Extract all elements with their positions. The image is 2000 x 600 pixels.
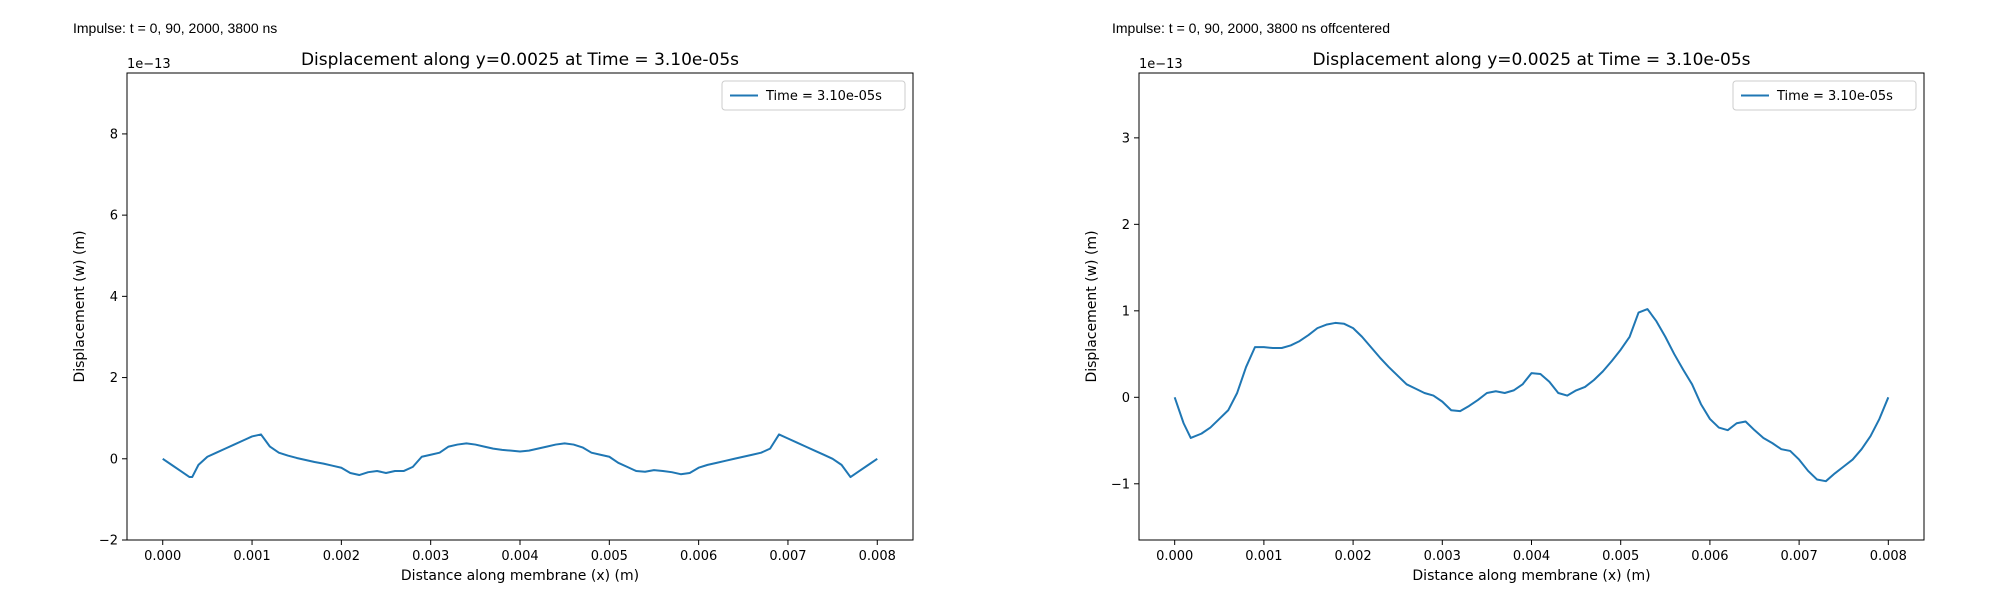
y-axis-label: Displacement (w) (m): [72, 230, 88, 382]
legend-box: [721, 80, 906, 111]
y-tick-label: −2: [99, 534, 118, 549]
y-tick-label: 4: [110, 290, 118, 305]
x-tick-label: 0.008: [859, 549, 896, 564]
x-tick-label: 0.000: [1156, 549, 1193, 564]
plot-frame: [126, 72, 914, 541]
y-tick-label: 1: [1122, 304, 1130, 319]
y-tick-label: 6: [110, 209, 118, 224]
x-tick-label: 0.002: [1334, 549, 1371, 564]
y-offset-label: 1e−13: [127, 57, 171, 72]
legend-box: [1732, 80, 1917, 111]
y-tick-label: −1: [1111, 477, 1130, 492]
x-tick-label: 0.002: [323, 549, 360, 564]
plot-frame: [1138, 72, 1925, 541]
y-tick-label: 3: [1122, 131, 1130, 146]
y-tick-label: 2: [110, 371, 118, 386]
x-tick-label: 0.006: [680, 549, 717, 564]
caption-right: Impulse: t = 0, 90, 2000, 3800 ns offcen…: [1112, 20, 1390, 36]
x-tick-label: 0.005: [1602, 549, 1639, 564]
x-tick-label: 0.000: [144, 549, 181, 564]
caption-left: Impulse: t = 0, 90, 2000, 3800 ns: [73, 20, 278, 36]
chart-panel-1: Displacement along y=0.0025 at Time = 3.…: [72, 50, 914, 584]
x-tick-label: 0.006: [1691, 549, 1728, 564]
x-axis-label: Distance along membrane (x) (m): [401, 568, 639, 584]
y-axis-label: Displacement (w) (m): [1084, 230, 1100, 382]
chart-title: Displacement along y=0.0025 at Time = 3.…: [301, 50, 739, 70]
legend: Time = 3.10e-05s: [721, 80, 906, 111]
x-tick-label: 0.007: [769, 549, 806, 564]
y-tick-label: 0: [1122, 391, 1130, 406]
x-tick-label: 0.001: [1245, 549, 1282, 564]
series-line: [162, 433, 878, 479]
x-tick-label: 0.007: [1781, 549, 1818, 564]
y-tick-label: 2: [1122, 218, 1130, 233]
x-tick-label: 0.004: [1513, 549, 1550, 564]
chart-panel-2: Displacement along y=0.0025 at Time = 3.…: [1084, 50, 1925, 584]
x-tick-label: 0.003: [1424, 549, 1461, 564]
series-line: [1173, 308, 1890, 483]
legend-label: Time = 3.10e-05s: [1776, 89, 1893, 104]
x-tick-label: 0.003: [412, 549, 449, 564]
chart-title: Displacement along y=0.0025 at Time = 3.…: [1312, 50, 1750, 70]
x-tick-label: 0.008: [1870, 549, 1907, 564]
y-offset-label: 1e−13: [1139, 57, 1183, 72]
y-tick-label: 8: [110, 127, 118, 142]
x-tick-label: 0.005: [591, 549, 628, 564]
legend: Time = 3.10e-05s: [1732, 80, 1917, 111]
x-axis-label: Distance along membrane (x) (m): [1412, 568, 1650, 584]
legend-label: Time = 3.10e-05s: [765, 89, 882, 104]
x-tick-label: 0.001: [233, 549, 270, 564]
x-tick-label: 0.004: [501, 549, 538, 564]
y-tick-label: 0: [110, 452, 118, 467]
